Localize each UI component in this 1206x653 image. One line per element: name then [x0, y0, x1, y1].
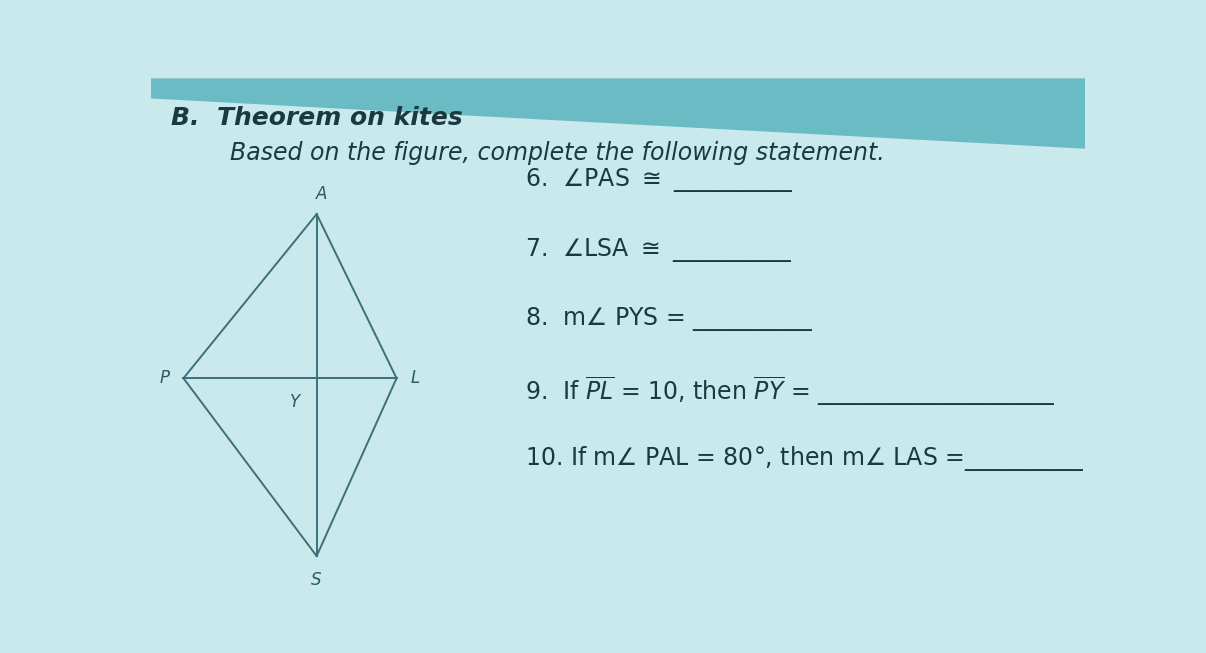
Polygon shape	[151, 78, 1085, 149]
Text: 9.  If $\overline{PL}$ = 10, then $\overline{PY}$ = ____________________: 9. If $\overline{PL}$ = 10, then $\overl…	[525, 375, 1055, 408]
Text: B.  Theorem on kites: B. Theorem on kites	[171, 106, 463, 130]
Text: 6.  $\angle$PAS $\cong$ __________: 6. $\angle$PAS $\cong$ __________	[525, 167, 794, 195]
Text: 10. If m$\angle$ PAL = 80°, then m$\angle$ LAS =__________: 10. If m$\angle$ PAL = 80°, then m$\angl…	[525, 444, 1084, 473]
Text: 8.  m$\angle$ PYS = __________: 8. m$\angle$ PYS = __________	[525, 305, 813, 333]
Text: P: P	[160, 369, 170, 387]
Text: Based on the figure, complete the following statement.: Based on the figure, complete the follow…	[230, 141, 885, 165]
Text: S: S	[311, 571, 322, 589]
Text: A: A	[316, 185, 328, 202]
Text: 7.  $\angle$LSA $\cong$ __________: 7. $\angle$LSA $\cong$ __________	[525, 236, 792, 264]
Text: L: L	[410, 369, 420, 387]
Text: Y: Y	[291, 393, 300, 411]
